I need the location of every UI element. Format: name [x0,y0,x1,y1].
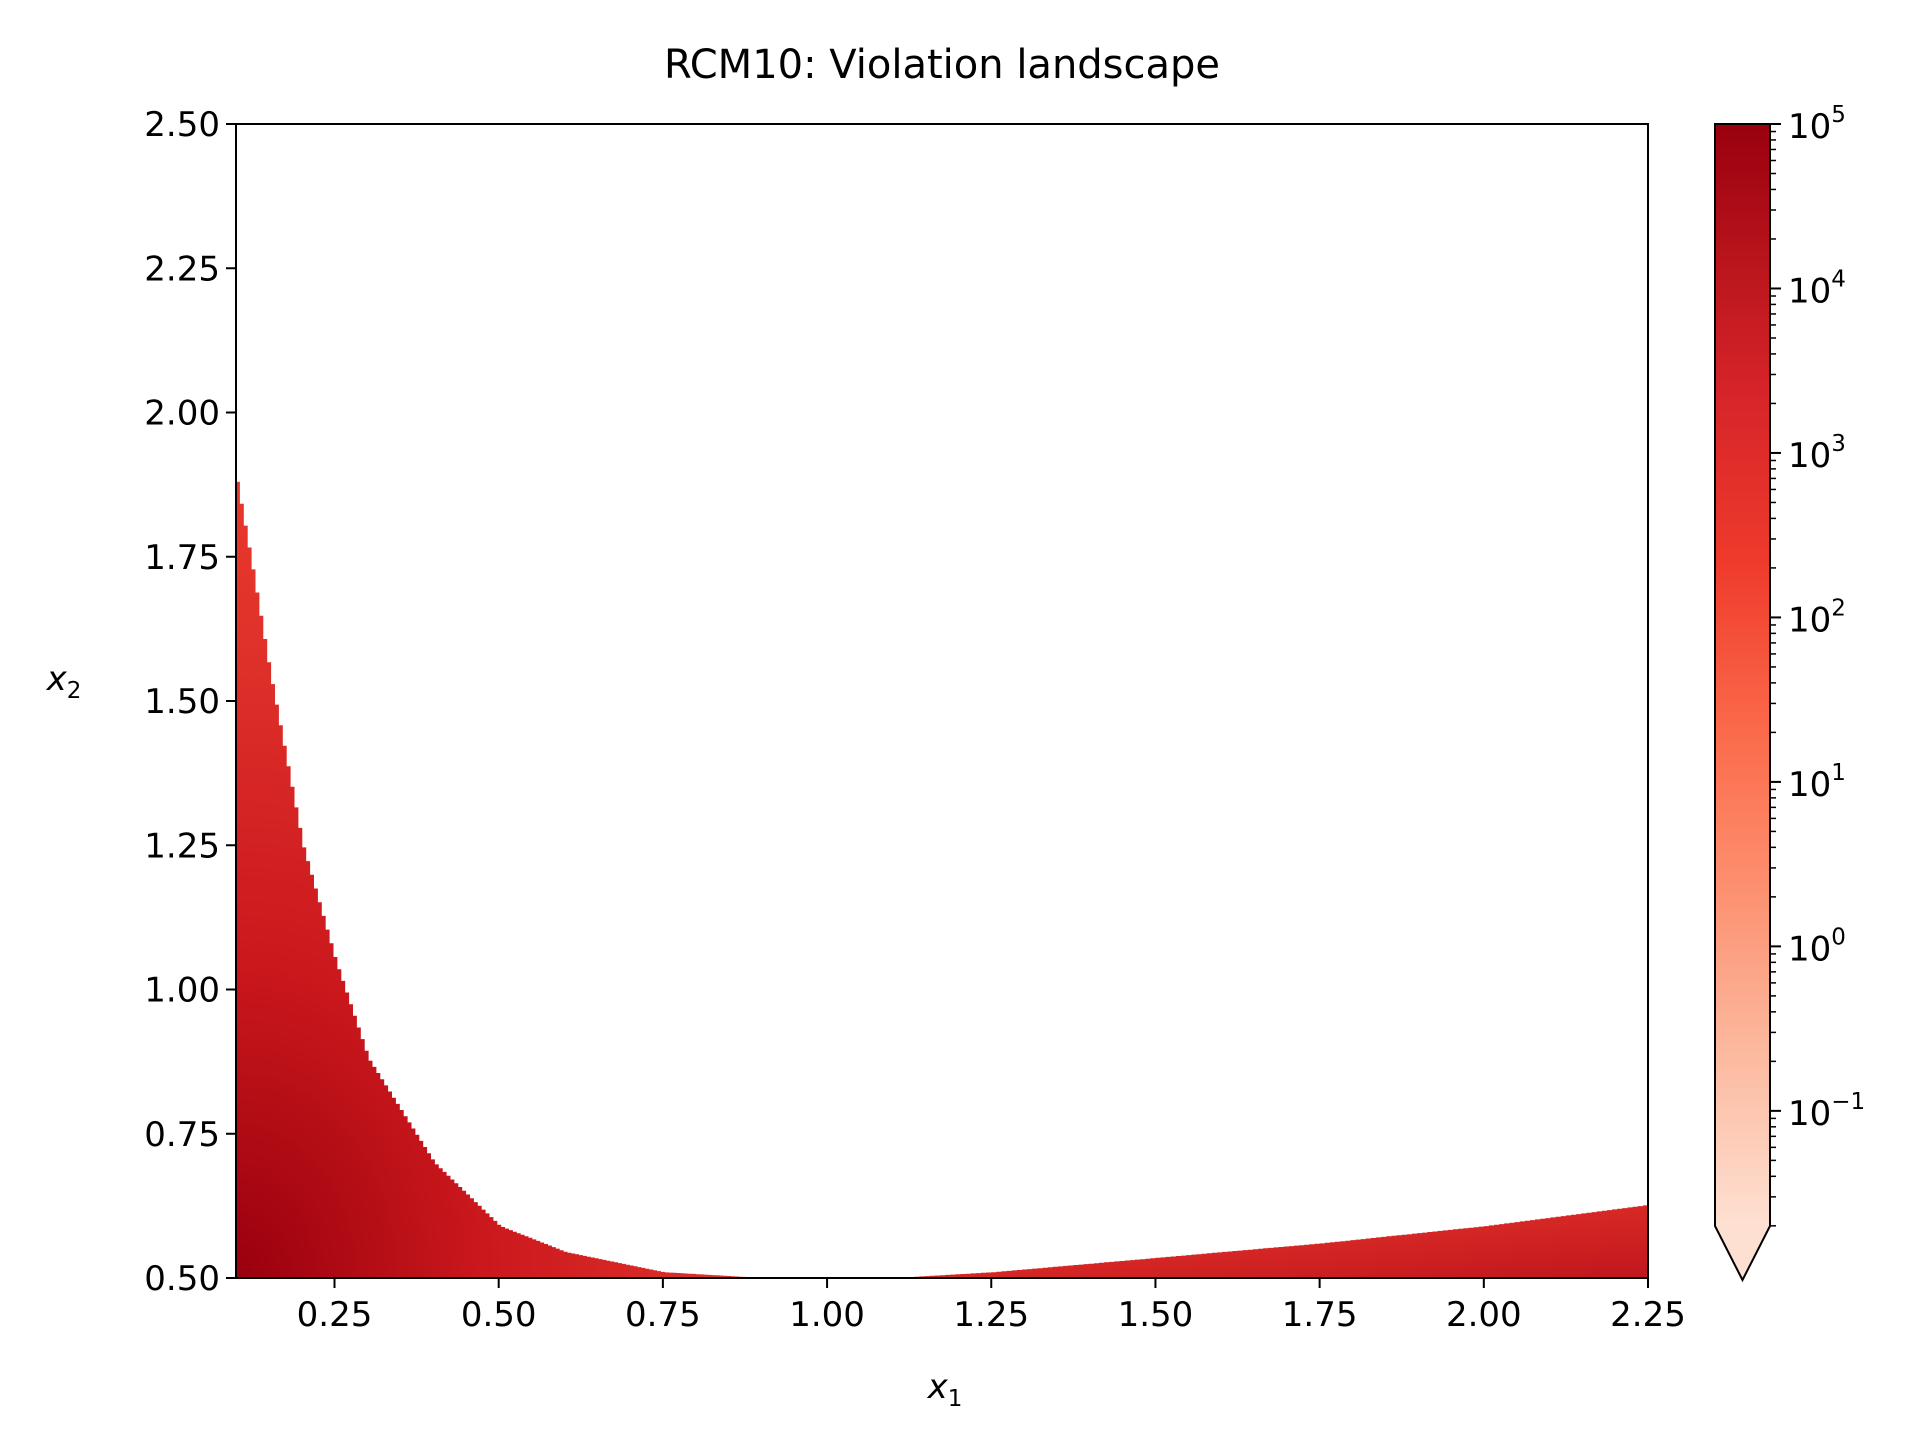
y-axis-label: x2 [46,659,82,704]
colorbar-tick-label: 104 [1788,266,1846,311]
colorbar-ticks: 10−1 100 101 102 103 104 105 [1770,102,1865,1227]
colorbar-tick-label: 102 [1788,595,1846,640]
x-tick-label: 1.25 [953,1295,1029,1335]
colorbar-tick-label: 105 [1788,102,1846,147]
plot-area [236,481,1648,1278]
x-tick-label: 0.50 [461,1295,537,1335]
colorbar-outline [1714,123,1771,1283]
y-axis: 0.50 0.75 1.00 1.25 1.50 1.75 2.00 2.25 2.50 [144,105,236,1299]
x-tick-label: 0.75 [625,1295,701,1335]
y-tick-label: 2.50 [144,105,220,145]
colorbar: 10−1 100 101 102 103 104 105 [1714,102,1865,1283]
y-tick-label: 2.00 [144,394,220,434]
colorbar-tick-label: 103 [1788,431,1846,476]
colorbar-extend-min [1715,1226,1770,1280]
x-tick-label: 0.25 [297,1295,373,1335]
y-tick-label: 1.75 [144,538,220,578]
colorbar-tick-label: 10−1 [1788,1089,1865,1134]
x-axis: 0.25 0.50 0.75 1.00 1.25 1.50 1.75 2.00 2.25 [297,1278,1686,1335]
chart-title: RCM10: Violation landscape [664,42,1220,88]
x-tick-label: 2.00 [1446,1295,1522,1335]
x-tick-label: 1.75 [1282,1295,1358,1335]
y-tick-label: 1.25 [144,826,220,866]
y-tick-label: 1.00 [144,971,220,1011]
x-tick-label: 2.25 [1610,1295,1686,1335]
colorbar-tick-label: 101 [1788,760,1846,805]
violation-region-right [827,1204,1648,1278]
colorbar-tick-label: 100 [1788,924,1846,969]
y-tick-label: 2.25 [144,249,220,289]
y-tick-label: 0.50 [144,1259,220,1299]
violation-region-left [236,481,860,1278]
colorbar-gradient [1715,124,1770,1226]
x-tick-label: 1.50 [1118,1295,1194,1335]
x-axis-label: x1 [927,1367,963,1412]
x-tick-label: 1.00 [789,1295,865,1335]
y-tick-label: 1.50 [144,682,220,722]
plot-frame [235,123,1649,1279]
y-tick-label: 0.75 [144,1115,220,1155]
